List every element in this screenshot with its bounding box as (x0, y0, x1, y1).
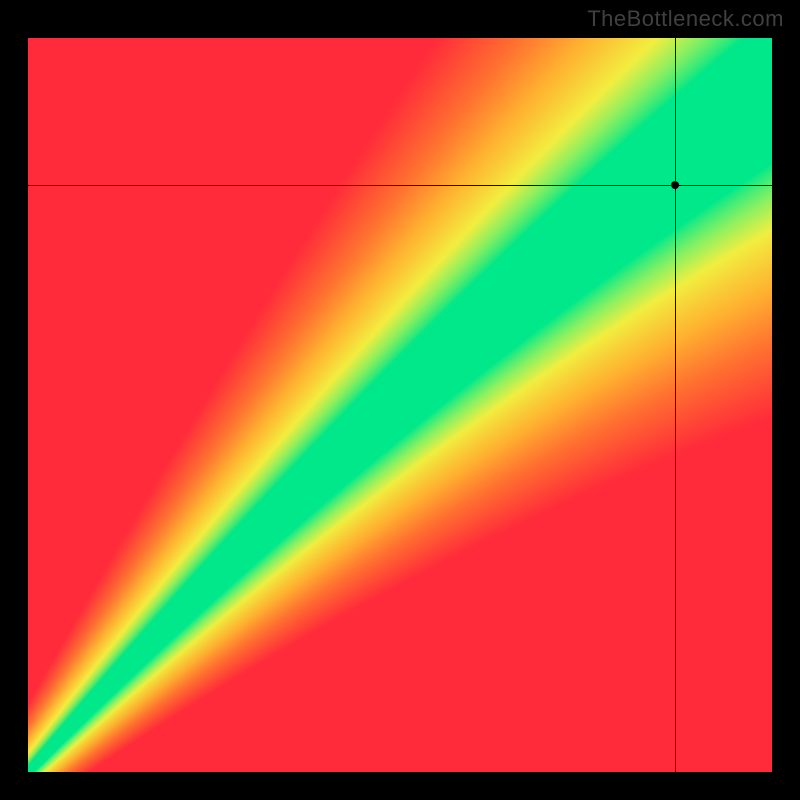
heatmap-canvas (28, 38, 772, 772)
bottleneck-heatmap (28, 38, 772, 772)
crosshair-marker (671, 181, 679, 189)
chart-container (0, 38, 800, 800)
watermark-text: TheBottleneck.com (587, 6, 784, 32)
crosshair-vertical (675, 38, 676, 772)
crosshair-horizontal (28, 185, 772, 186)
header: TheBottleneck.com (0, 0, 800, 38)
